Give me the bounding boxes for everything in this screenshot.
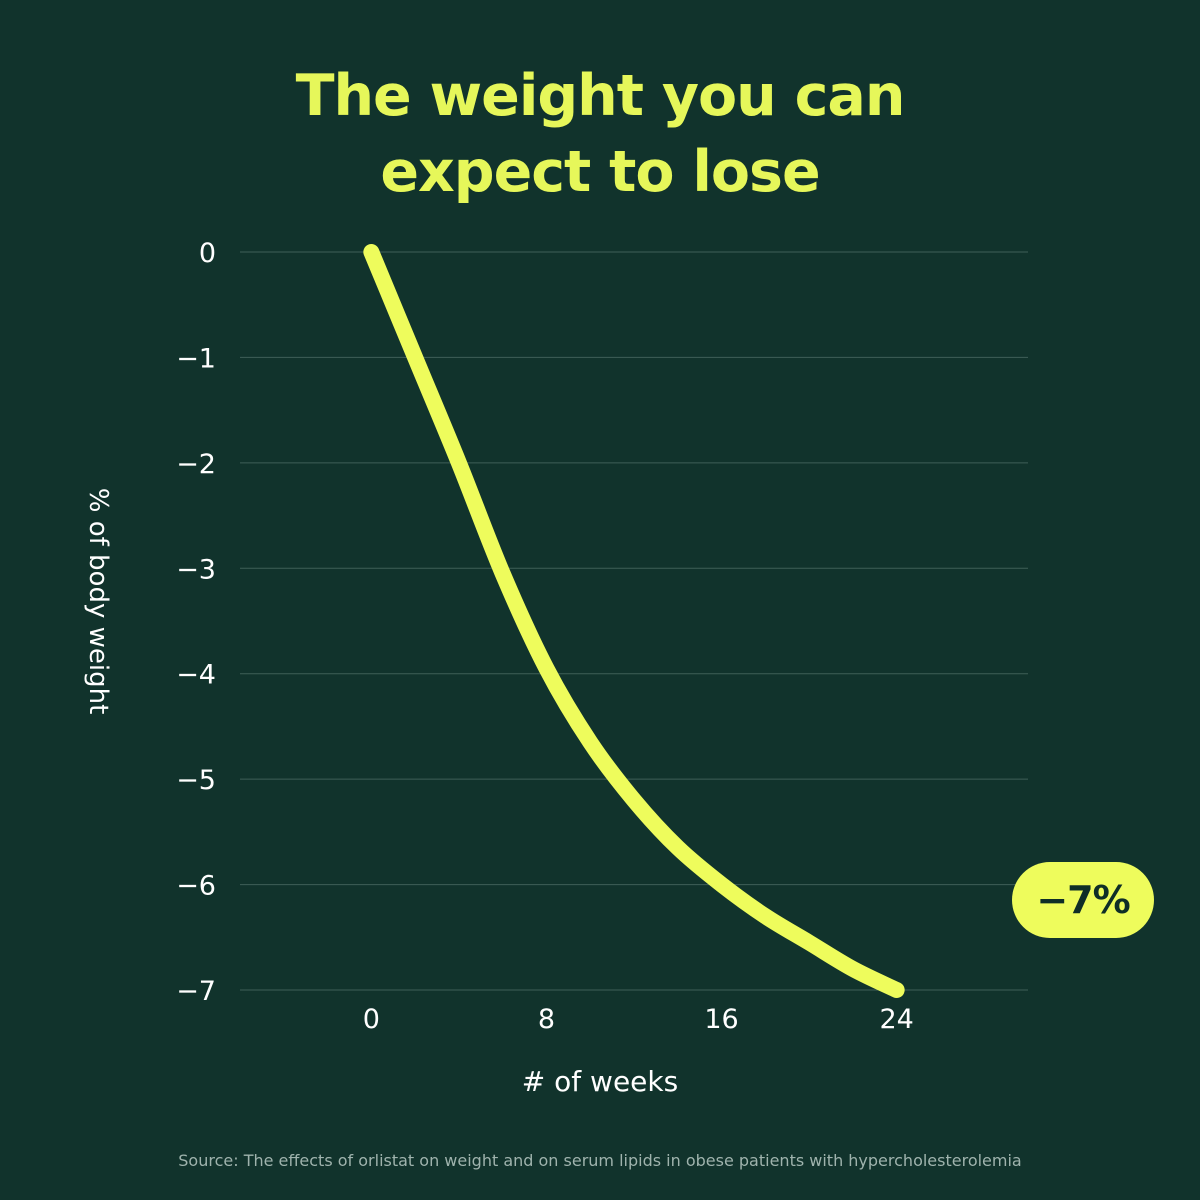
y-tick-label: −2 bbox=[176, 449, 216, 480]
x-axis-label: # of weeks bbox=[522, 1065, 678, 1098]
y-tick-label: −1 bbox=[176, 343, 216, 374]
x-tick-label: 16 bbox=[704, 1004, 738, 1035]
y-tick-label: −3 bbox=[176, 554, 216, 585]
title-line-2: expect to lose bbox=[380, 139, 820, 205]
y-tick-label: −5 bbox=[176, 765, 216, 796]
y-axis-ticks: 0 −1 −2 −3 −4 −5 −6 −7 bbox=[176, 238, 216, 1007]
chart-title: The weight you can expect to lose bbox=[0, 58, 1200, 210]
y-axis-label: % of body weight bbox=[83, 488, 113, 715]
y-tick-label: −7 bbox=[176, 976, 216, 1007]
source-note: Source: The effects of orlistat on weigh… bbox=[178, 1151, 1022, 1170]
x-tick-label: 8 bbox=[538, 1004, 555, 1035]
y-tick-label: 0 bbox=[199, 238, 216, 269]
end-value-badge: −7% bbox=[1012, 862, 1154, 938]
x-axis-ticks: 0 8 16 24 bbox=[363, 1004, 914, 1035]
x-tick-label: 24 bbox=[879, 1004, 913, 1035]
y-tick-label: −4 bbox=[176, 660, 216, 691]
y-tick-label: −6 bbox=[176, 871, 216, 902]
gridlines bbox=[240, 251, 1028, 991]
weight-loss-line bbox=[363, 244, 905, 998]
title-line-1: The weight you can bbox=[295, 63, 906, 129]
x-tick-label: 0 bbox=[363, 1004, 380, 1035]
